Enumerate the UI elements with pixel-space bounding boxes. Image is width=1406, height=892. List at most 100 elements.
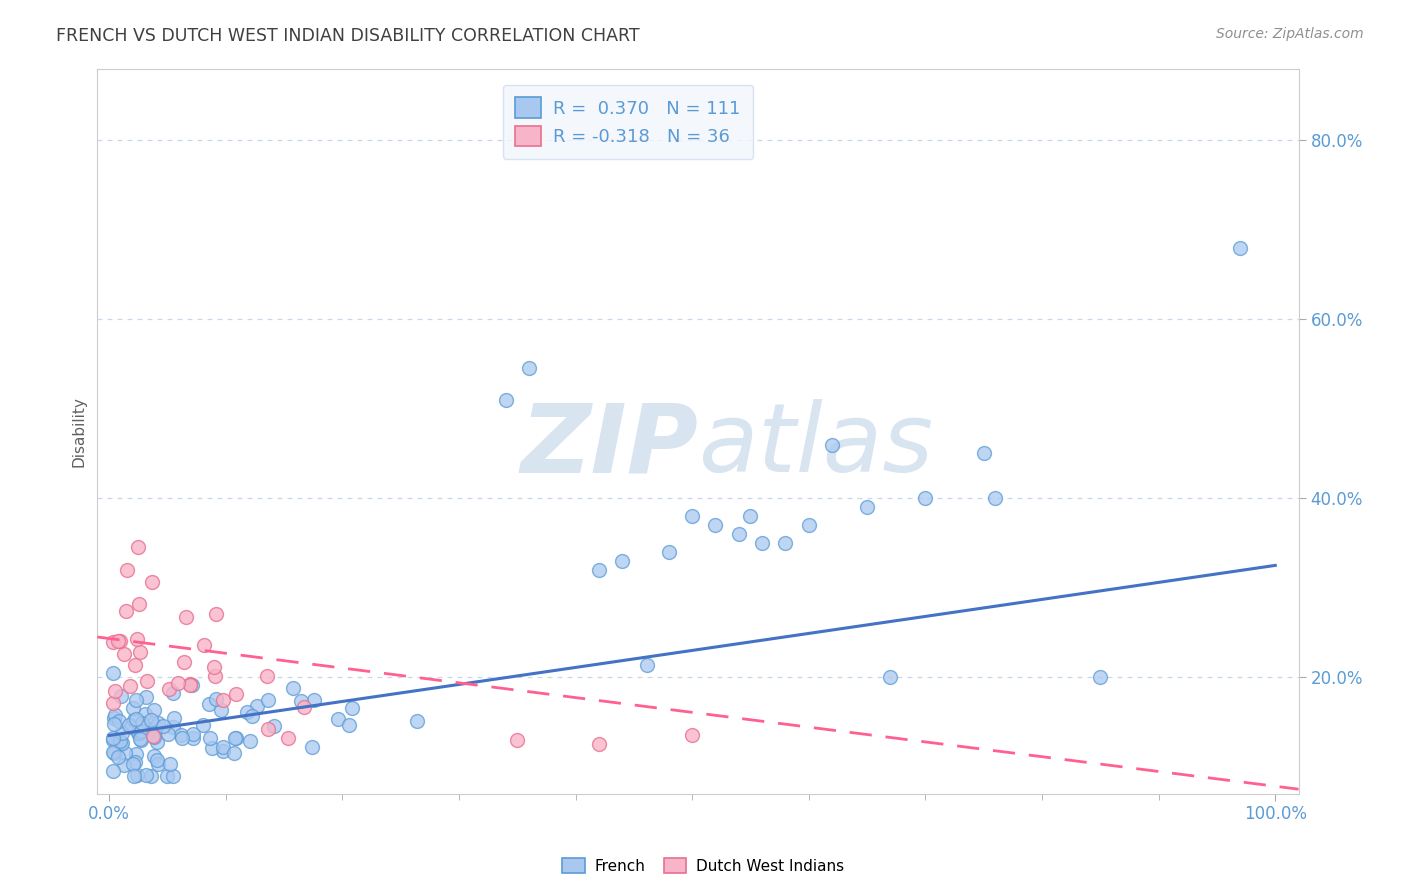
Point (118, 718, 141, 732)
Point (225, 687, 247, 701)
Point (179, 677, 201, 691)
Point (101, 732, 124, 747)
Point (107, 750, 129, 764)
Point (135, 673, 157, 688)
Point (135, 768, 157, 782)
Point (681, 509, 703, 524)
Point (193, 638, 215, 652)
Point (131, 715, 153, 730)
Point (107, 634, 129, 648)
Point (110, 734, 132, 748)
Point (205, 607, 228, 621)
Point (751, 536, 773, 550)
Point (506, 733, 529, 747)
Point (103, 711, 125, 725)
Point (156, 769, 179, 783)
Text: atlas: atlas (697, 399, 934, 492)
Point (914, 491, 936, 506)
Point (135, 690, 157, 704)
Point (821, 437, 844, 451)
Point (517, 361, 540, 376)
Point (328, 712, 350, 726)
Point (131, 724, 153, 739)
Point (112, 757, 135, 772)
Point (110, 737, 132, 751)
Point (101, 635, 124, 649)
Point (340, 701, 363, 715)
Point (588, 563, 610, 577)
Point (143, 723, 166, 738)
Point (122, 713, 145, 727)
Point (166, 675, 188, 690)
Point (122, 769, 145, 783)
Point (257, 692, 280, 706)
Point (134, 707, 156, 722)
Point (107, 714, 129, 728)
Point (204, 691, 226, 706)
Point (111, 725, 134, 739)
Point (125, 712, 148, 726)
Point (115, 604, 138, 618)
Point (112, 647, 135, 661)
Point (145, 719, 167, 733)
Point (984, 491, 1007, 506)
Point (200, 741, 222, 756)
Point (120, 720, 142, 734)
Point (170, 728, 193, 742)
Point (146, 753, 169, 767)
Point (162, 711, 184, 725)
Text: ZIP: ZIP (520, 399, 697, 492)
Point (122, 700, 145, 714)
Point (104, 707, 127, 722)
Point (204, 669, 226, 683)
Point (118, 679, 141, 693)
Point (301, 740, 323, 755)
Point (277, 731, 299, 745)
Point (246, 698, 269, 713)
Point (183, 727, 205, 741)
Point (224, 731, 246, 745)
Text: Source: ZipAtlas.com: Source: ZipAtlas.com (1216, 27, 1364, 41)
Point (212, 744, 235, 758)
Point (256, 668, 278, 682)
Point (101, 745, 124, 759)
Y-axis label: Disability: Disability (72, 396, 86, 467)
Point (111, 736, 134, 750)
Point (727, 527, 749, 541)
Point (263, 719, 285, 733)
Point (337, 718, 360, 732)
Point (125, 747, 148, 762)
Point (122, 757, 145, 772)
Legend: French, Dutch West Indians: French, Dutch West Indians (557, 852, 849, 880)
Point (127, 541, 149, 555)
Point (101, 696, 124, 710)
Point (236, 706, 259, 720)
Point (256, 722, 278, 736)
Point (127, 768, 149, 782)
Point (101, 731, 124, 746)
Point (212, 692, 235, 706)
Point (704, 518, 727, 533)
Point (157, 727, 180, 741)
Point (128, 725, 150, 739)
Point (142, 748, 165, 763)
Point (128, 598, 150, 612)
Point (191, 717, 214, 731)
Point (114, 746, 136, 760)
Point (211, 739, 233, 754)
Point (222, 746, 245, 760)
Point (146, 735, 169, 749)
Point (304, 692, 326, 706)
Point (292, 700, 315, 714)
Point (740, 509, 762, 524)
Point (181, 678, 204, 692)
Point (115, 563, 138, 577)
Point (104, 684, 127, 698)
Point (973, 446, 995, 460)
Point (103, 747, 125, 761)
Point (124, 755, 146, 769)
Point (775, 536, 797, 550)
Point (108, 633, 131, 648)
Point (179, 678, 201, 692)
Point (174, 610, 197, 624)
